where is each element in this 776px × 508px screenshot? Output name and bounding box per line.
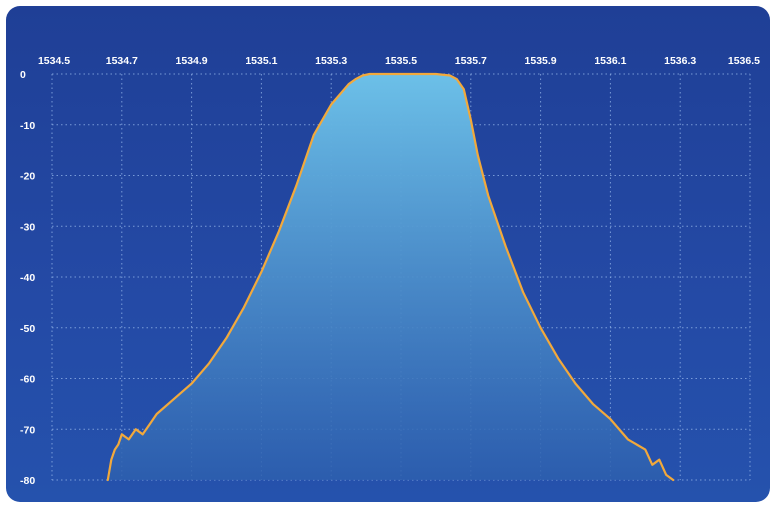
x-tick-label: 1535.9	[525, 55, 557, 67]
x-tick-label: 1536.3	[664, 55, 696, 67]
x-tick-label: 1535.5	[385, 55, 417, 67]
x-tick-labels: 1534.5 1534.7 1534.9 1535.1 1535.3 1535.5 1535…	[38, 55, 760, 67]
x-tick-label: 1536.1	[594, 55, 626, 67]
y-tick-label: -20	[20, 171, 35, 183]
x-tick-label: 1535.1	[245, 55, 277, 67]
chart-panel: 1534.5 1534.7 1534.9 1535.1 1535.3 1535.5 1535…	[6, 6, 770, 502]
x-tick-label: 1534.9	[176, 55, 208, 67]
y-tick-labels: 0 -10 -20 -30 -40 -50 -60 -70 -80	[20, 69, 35, 487]
y-tick-label: -40	[20, 272, 35, 284]
y-tick-label: -50	[20, 323, 35, 335]
x-tick-label: 1536.5	[728, 55, 760, 67]
spectrum-area	[107, 74, 674, 480]
chart-svg: 1534.5 1534.7 1534.9 1535.1 1535.3 1535.5 1535…	[20, 55, 760, 487]
y-tick-label: -80	[20, 475, 35, 487]
x-tick-label: 1535.3	[315, 55, 347, 67]
y-tick-label: 0	[20, 69, 26, 81]
spectrum-line	[106, 72, 675, 482]
plot-area	[106, 72, 675, 482]
x-tick-label: 1535.7	[455, 55, 487, 67]
x-tick-label: 1534.5	[38, 55, 70, 67]
y-tick-label: -30	[20, 221, 35, 233]
y-tick-label: -60	[20, 374, 35, 386]
x-tick-label: 1534.7	[106, 55, 138, 67]
y-tick-label: -10	[20, 120, 35, 132]
y-tick-label: -70	[20, 424, 35, 436]
